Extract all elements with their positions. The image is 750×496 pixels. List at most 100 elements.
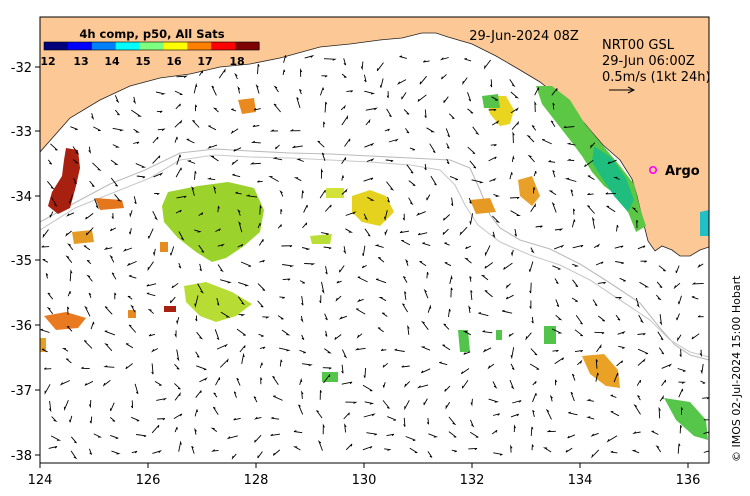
sst-patch-shelf-cyan <box>592 146 634 212</box>
current-vector-arrow <box>233 417 241 421</box>
current-vector-arrow <box>401 365 410 368</box>
y-tick-label: -38 <box>11 449 32 464</box>
colorbar-title: 4h comp, p50, All Sats <box>79 27 224 41</box>
current-vector-arrow <box>565 447 573 453</box>
current-vector-arrow <box>272 449 281 456</box>
current-vector-arrow <box>299 377 303 386</box>
current-vector-arrow <box>614 245 624 249</box>
current-vector-arrow <box>386 91 389 99</box>
current-vector-arrow <box>66 325 73 332</box>
current-vector-arrow <box>534 87 540 96</box>
current-vector-arrow <box>462 331 472 336</box>
current-vector-arrow <box>658 347 665 355</box>
current-vector-arrow <box>237 244 244 248</box>
current-vector-arrow <box>109 402 115 412</box>
current-vector-arrow <box>659 394 664 402</box>
current-vector-arrow <box>462 77 468 86</box>
current-vector-arrow <box>110 159 119 166</box>
current-vector-arrow <box>240 261 252 267</box>
current-vector-arrow <box>510 444 513 453</box>
current-vector-arrow <box>679 425 683 434</box>
current-vector-arrow <box>407 324 410 335</box>
current-vector-arrow <box>279 359 283 367</box>
current-vector-arrow <box>490 144 497 147</box>
sst-patch-orange-mid2 <box>128 310 136 318</box>
current-vector-arrow <box>90 321 95 330</box>
current-vector-arrow <box>489 177 497 182</box>
current-vector-arrow <box>636 379 641 386</box>
current-vector-arrow <box>417 384 429 389</box>
colorbar-tick-label: 15 <box>135 55 150 68</box>
current-vector-arrow <box>510 413 520 418</box>
current-vector-arrow <box>512 131 515 144</box>
current-vector-arrow <box>345 443 353 451</box>
current-vector-arrow <box>195 351 200 358</box>
current-vector-arrow <box>88 146 92 154</box>
current-vector-arrow <box>299 88 302 95</box>
current-vector-arrow <box>482 330 493 334</box>
current-vector-arrow <box>593 243 601 248</box>
current-vector-arrow <box>173 413 183 419</box>
current-vector-arrow <box>215 228 221 232</box>
current-vector-arrow <box>128 274 137 279</box>
current-vector-arrow <box>509 79 516 88</box>
current-vector-arrow <box>554 379 558 386</box>
current-vector-arrow <box>535 225 543 228</box>
current-vector-arrow <box>241 352 245 364</box>
current-vector-arrow <box>40 328 50 333</box>
current-vector-arrow <box>194 229 202 233</box>
sst-patch-south-green-4 <box>322 372 338 382</box>
current-vector-arrow <box>616 224 619 232</box>
current-vector-arrow <box>272 375 279 386</box>
current-vector-arrow <box>510 107 519 114</box>
current-vector-arrow <box>467 92 472 102</box>
current-vector-arrow <box>70 450 78 460</box>
current-vector-arrow <box>417 94 427 102</box>
current-vector-arrow <box>269 129 279 132</box>
current-vector-arrow <box>302 222 308 229</box>
shelf-contour-1000m <box>40 154 709 358</box>
current-vector-arrow <box>470 398 473 407</box>
current-vector-arrow <box>563 125 575 129</box>
current-vector-arrow <box>661 379 667 387</box>
current-vector-arrow <box>592 299 598 307</box>
vector-time-label: 29-Jun 06:00Z <box>602 54 695 69</box>
current-vector-arrow <box>469 431 479 438</box>
current-vector-arrow <box>178 231 185 241</box>
current-vector-arrow <box>491 96 499 101</box>
current-vector-arrow <box>102 379 111 387</box>
current-vector-arrow <box>378 296 387 302</box>
current-vector-arrow <box>343 58 347 66</box>
current-vector-arrow <box>530 348 538 356</box>
current-vector-arrow <box>408 180 416 186</box>
current-vector-arrow <box>637 348 649 355</box>
current-vector-arrow <box>81 366 90 370</box>
current-vector-arrow <box>510 249 514 257</box>
current-vector-arrow <box>678 381 687 384</box>
current-vector-arrow <box>174 119 183 128</box>
current-vector-arrow <box>176 316 180 325</box>
current-vector-arrow <box>409 447 418 454</box>
current-vector-arrow <box>443 96 449 103</box>
current-vector-arrow <box>217 243 225 247</box>
current-vector-arrow <box>257 451 263 459</box>
current-vector-arrow <box>364 90 376 95</box>
current-vector-arrow <box>272 157 283 161</box>
current-vector-arrow <box>529 300 532 309</box>
current-vector-arrow <box>366 158 375 162</box>
current-vector-arrow <box>111 450 121 455</box>
current-vector-arrow <box>428 433 439 438</box>
sst-patch-west-orange <box>95 198 124 210</box>
current-vector-arrow <box>156 91 166 95</box>
current-vector-arrow <box>377 327 384 333</box>
current-vector-arrow <box>465 245 472 250</box>
current-vector-arrow <box>610 394 617 398</box>
current-vector-arrow <box>448 113 455 120</box>
current-vector-arrow <box>245 194 258 198</box>
current-vector-arrow <box>551 88 558 96</box>
current-vector-arrow <box>334 334 342 340</box>
current-vector-arrow <box>133 96 136 105</box>
current-vector-arrow <box>531 316 534 324</box>
current-vector-arrow <box>419 261 427 267</box>
current-vector-arrow <box>444 385 451 392</box>
